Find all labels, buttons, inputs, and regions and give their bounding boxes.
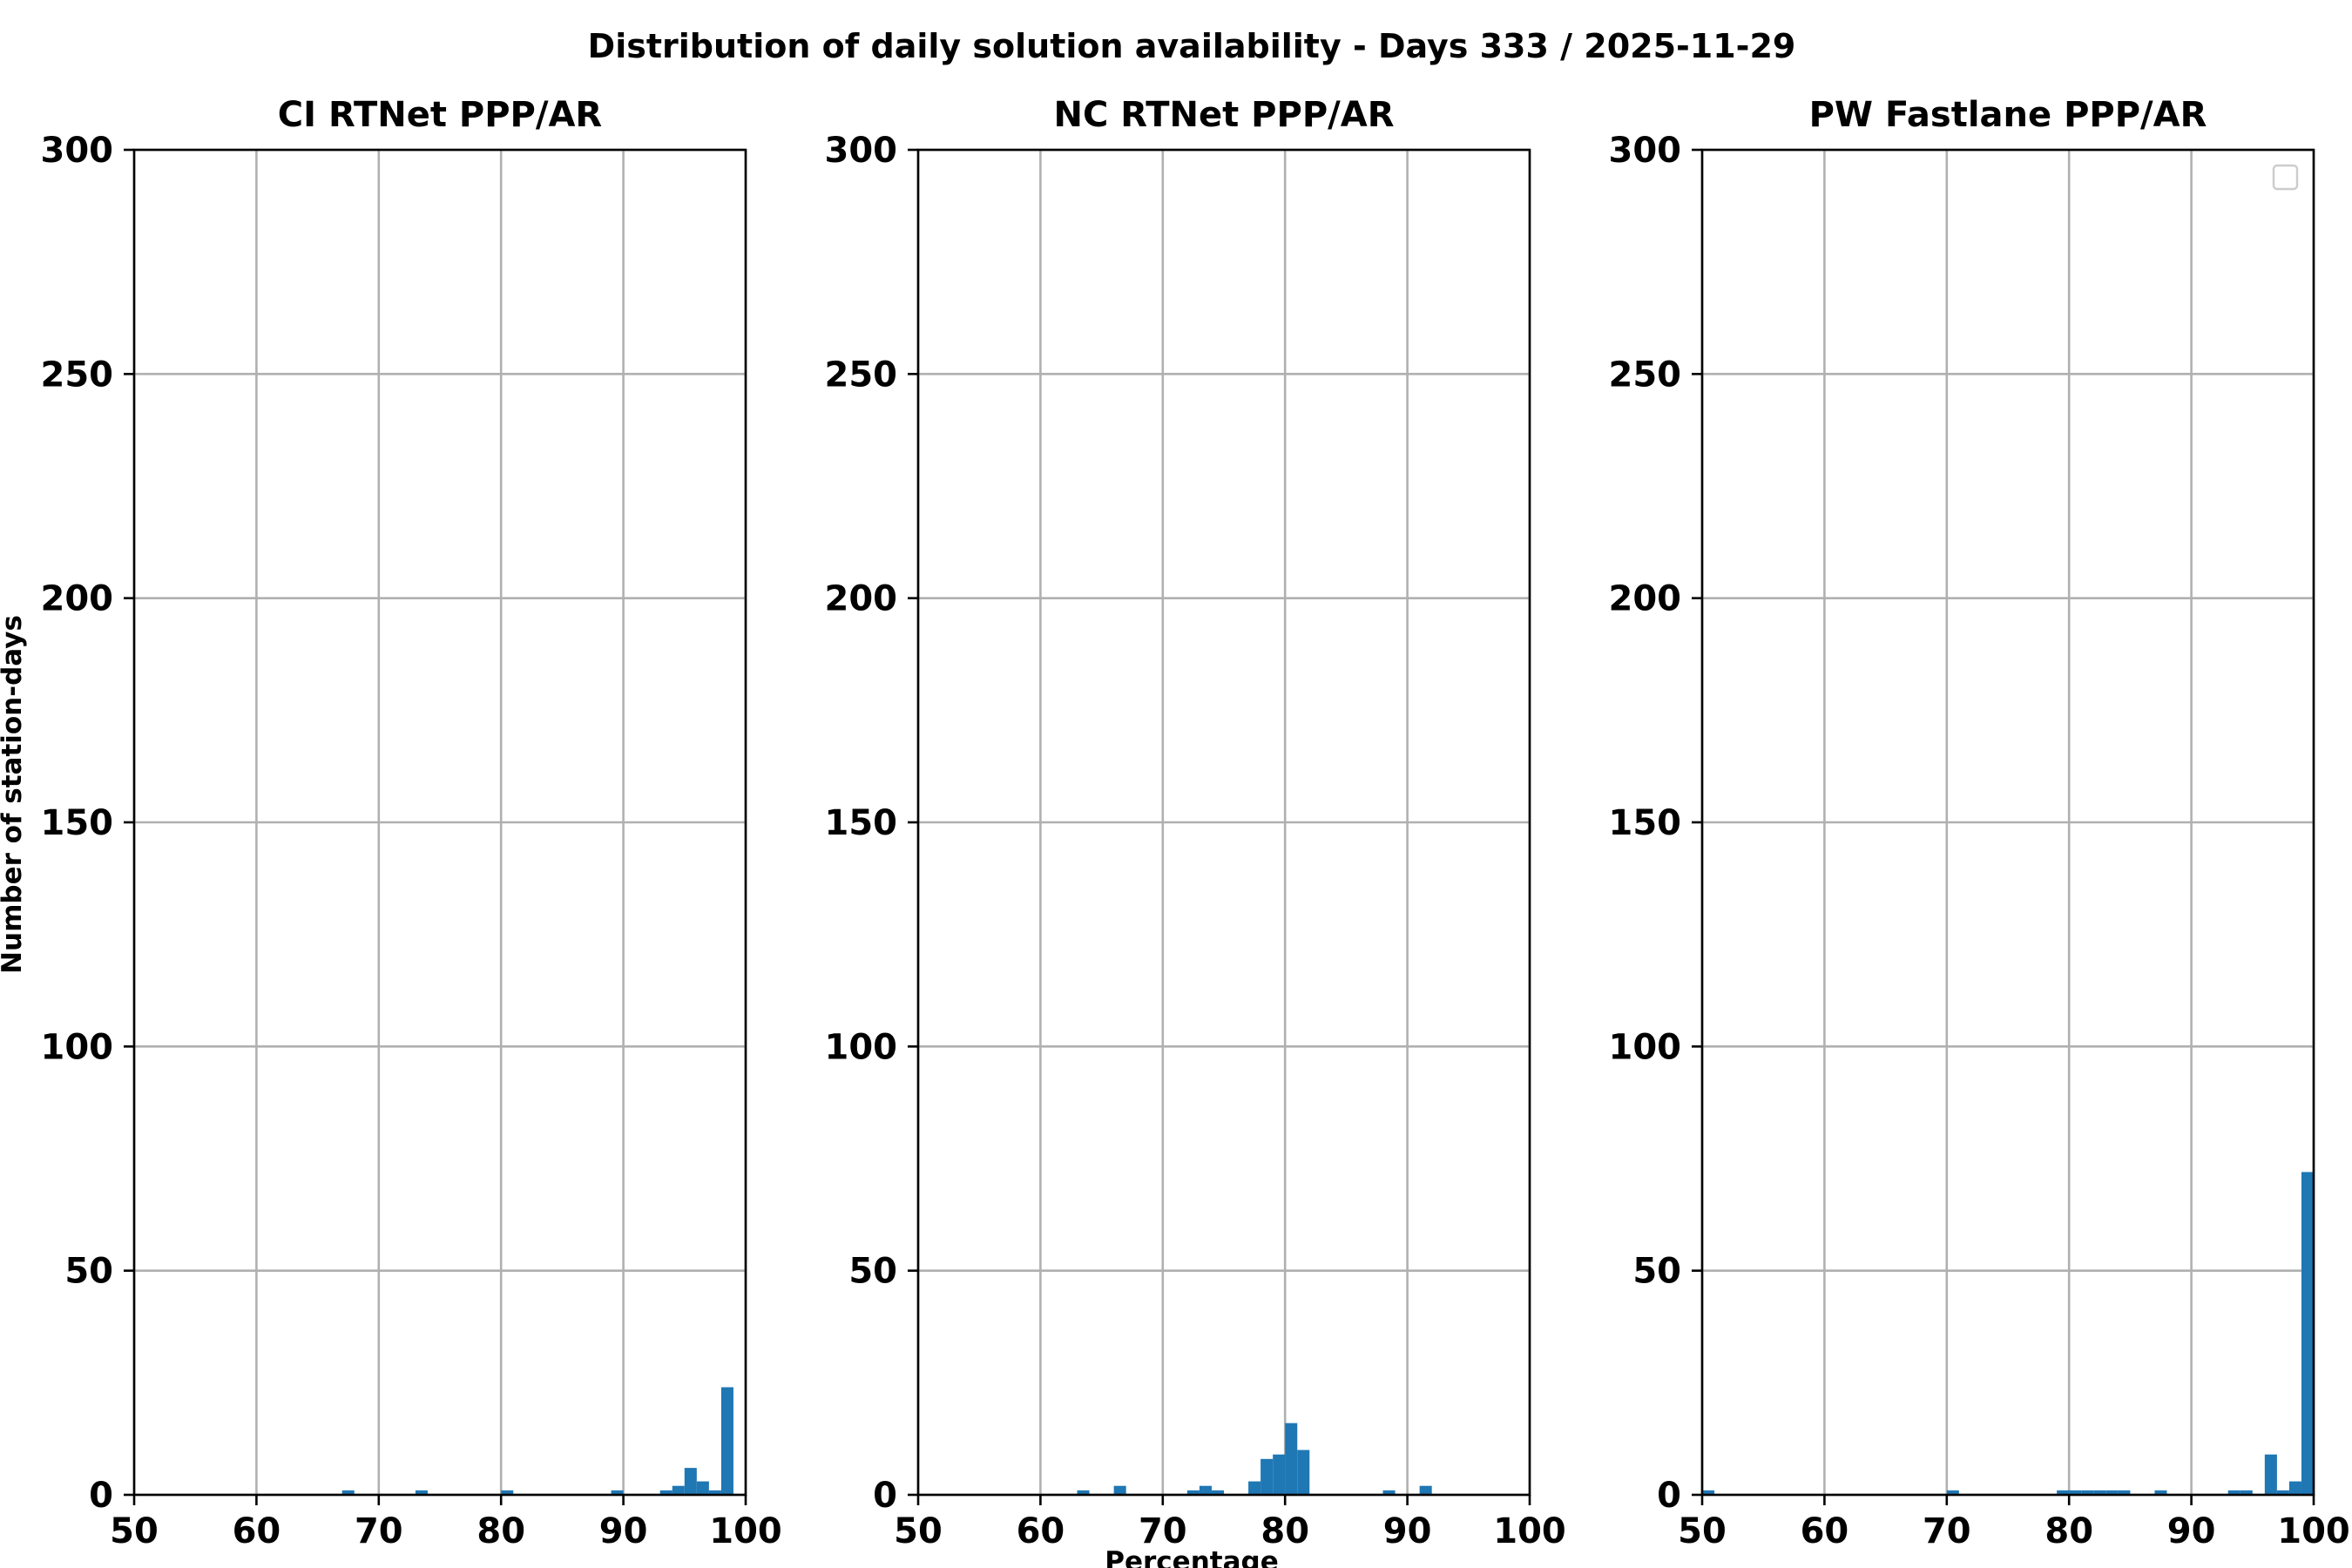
histogram-bar (2081, 1490, 2094, 1495)
y-tick-label: 100 (41, 1027, 114, 1067)
histogram-bar (1260, 1458, 1274, 1495)
subplot-title: PW Fastlane PPP/AR (1809, 95, 2207, 135)
x-tick-label: 80 (1260, 1511, 1309, 1551)
subplot-title: NC RTNet PPP/AR (1053, 95, 1394, 135)
x-tick-label: 50 (894, 1511, 943, 1551)
x-tick-label: 70 (1923, 1511, 1971, 1551)
histogram-bar (1382, 1490, 1396, 1495)
x-tick-label: 60 (233, 1511, 281, 1551)
y-tick-label: 300 (1609, 131, 1682, 171)
histogram-bar (1248, 1481, 1261, 1495)
histogram-bar (696, 1481, 709, 1495)
histogram-bar (2093, 1490, 2106, 1495)
legend-box (2272, 164, 2299, 191)
histogram-bar (415, 1490, 428, 1495)
histogram-bar (708, 1490, 721, 1495)
subplot-title: CI RTNet PPP/AR (278, 95, 602, 135)
histogram-bar (1186, 1490, 1200, 1495)
y-tick-label: 0 (1657, 1476, 1681, 1516)
x-tick-label: 50 (1678, 1511, 1727, 1551)
x-tick-label: 70 (355, 1511, 403, 1551)
histogram-bar (659, 1490, 672, 1495)
y-tick-label: 0 (873, 1476, 897, 1516)
y-tick-label: 100 (825, 1027, 898, 1067)
histogram-bar (341, 1490, 355, 1495)
histogram-bar (1113, 1485, 1126, 1495)
histogram-bar (2118, 1490, 2131, 1495)
y-tick-label: 200 (41, 579, 114, 619)
histogram-bar (2057, 1490, 2070, 1495)
x-tick-label: 60 (1801, 1511, 1849, 1551)
x-tick-label: 70 (1139, 1511, 1187, 1551)
x-tick-label: 90 (599, 1511, 648, 1551)
histogram-bar (1702, 1490, 1715, 1495)
histogram-bar (1946, 1490, 1959, 1495)
x-tick-label: 80 (476, 1511, 525, 1551)
x-axis-label: Percentage (1105, 1546, 1278, 1568)
y-tick-label: 250 (1609, 355, 1682, 395)
histogram-bar (1419, 1485, 1432, 1495)
x-tick-label: 90 (2167, 1511, 2216, 1551)
histogram-bar (1297, 1450, 1310, 1495)
x-tick-label: 90 (1383, 1511, 1432, 1551)
y-tick-label: 200 (825, 579, 898, 619)
histogram-bar (684, 1468, 697, 1495)
figure-title: Distribution of daily solution availabil… (588, 27, 1796, 65)
y-tick-label: 300 (825, 131, 898, 171)
histogram-bar (2276, 1490, 2289, 1495)
x-tick-label: 60 (1017, 1511, 1065, 1551)
histogram-bar (2288, 1481, 2301, 1495)
y-tick-label: 250 (41, 355, 114, 395)
x-tick-label: 100 (2277, 1511, 2350, 1551)
histogram-bar (2154, 1490, 2167, 1495)
histogram-bar (672, 1485, 685, 1495)
histogram-bar (720, 1387, 733, 1495)
histogram-bar (1199, 1485, 1212, 1495)
y-axis-label: Number of station-days (0, 615, 28, 974)
y-tick-label: 100 (1609, 1027, 1682, 1067)
y-tick-label: 0 (89, 1476, 113, 1516)
x-tick-label: 50 (110, 1511, 159, 1551)
y-tick-label: 250 (825, 355, 898, 395)
y-tick-label: 150 (1609, 803, 1682, 843)
histogram-bar (2069, 1490, 2082, 1495)
y-tick-label: 200 (1609, 579, 1682, 619)
histogram-bar (2301, 1172, 2314, 1495)
histogram-bar (1273, 1454, 1286, 1495)
histogram-bar (2264, 1454, 2277, 1495)
y-tick-label: 300 (41, 131, 114, 171)
y-tick-label: 50 (64, 1252, 113, 1292)
histogram-bar (1211, 1490, 1224, 1495)
y-tick-label: 50 (1632, 1252, 1681, 1292)
histogram-bar (1077, 1490, 1090, 1495)
x-tick-label: 80 (2044, 1511, 2093, 1551)
histogram-bar (2105, 1490, 2119, 1495)
histogram-bar (611, 1490, 624, 1495)
histogram-bar (2227, 1490, 2240, 1495)
y-tick-label: 50 (848, 1252, 897, 1292)
y-tick-label: 150 (825, 803, 898, 843)
x-tick-label: 100 (1493, 1511, 1566, 1551)
histogram-bar (1285, 1423, 1298, 1495)
histogram-bar (501, 1490, 514, 1495)
x-tick-label: 100 (709, 1511, 782, 1551)
histogram-bar (2240, 1490, 2253, 1495)
y-tick-label: 150 (41, 803, 114, 843)
